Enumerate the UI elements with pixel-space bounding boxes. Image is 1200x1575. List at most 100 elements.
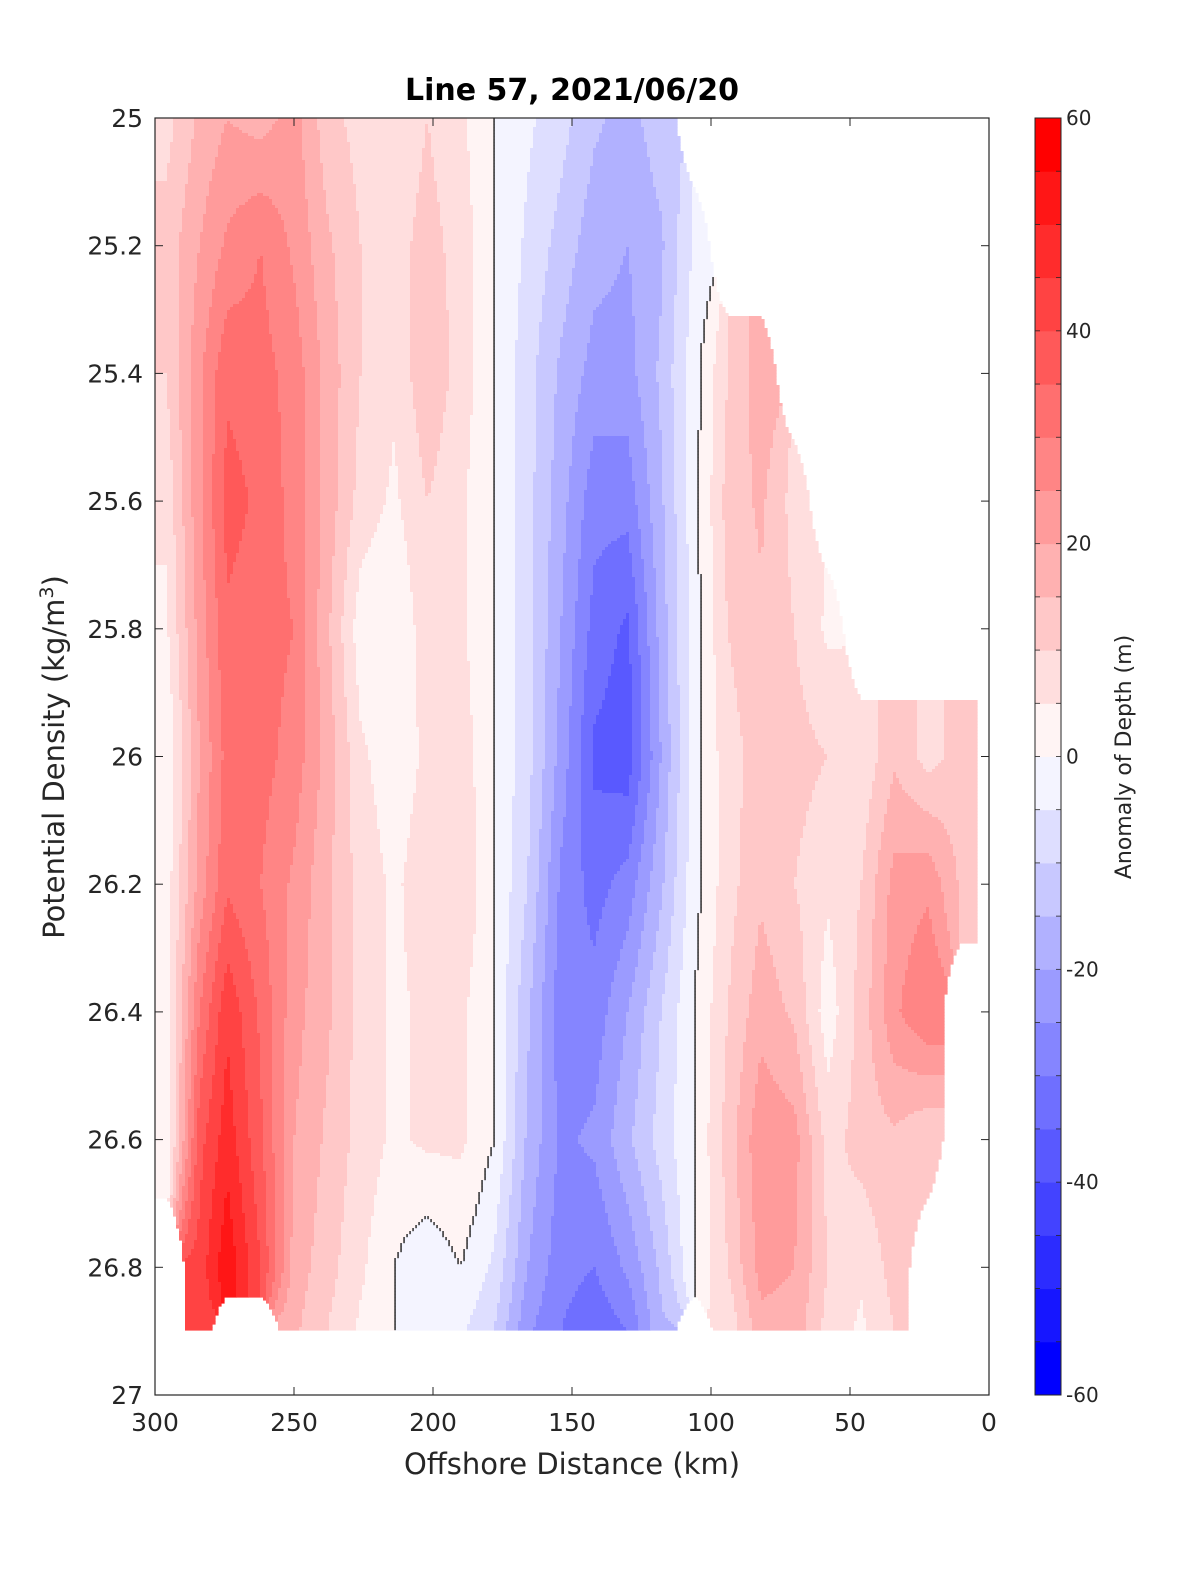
contour-band <box>275 352 303 356</box>
contour-band <box>674 298 690 302</box>
contour-band <box>536 439 555 443</box>
contour-band <box>275 367 306 371</box>
contour-band <box>473 334 495 338</box>
contour-band <box>710 475 726 479</box>
contour-band <box>305 379 321 383</box>
contour-band <box>674 337 687 341</box>
contour-band <box>557 376 582 380</box>
contour-band <box>473 289 495 293</box>
contour-band <box>752 469 768 473</box>
contour-band <box>584 496 636 500</box>
contour-band <box>569 139 600 143</box>
contour-band <box>389 484 399 488</box>
contour-band <box>494 172 528 176</box>
contour-band <box>650 166 681 170</box>
contour-band <box>698 478 711 482</box>
contour-band <box>470 169 495 173</box>
contour-band <box>770 457 789 461</box>
contour-band <box>584 208 660 212</box>
contour-band <box>701 373 714 377</box>
contour-band <box>659 427 675 431</box>
contour-band <box>710 295 720 299</box>
contour-band <box>539 328 564 332</box>
contour-band <box>680 190 693 194</box>
contour-band <box>518 283 546 287</box>
contour-band <box>692 256 711 260</box>
contour-band <box>191 139 222 143</box>
contour-band <box>302 157 321 161</box>
contour-band <box>410 328 450 332</box>
contour-band <box>302 139 321 143</box>
contour-band <box>215 415 282 419</box>
contour-band <box>704 337 717 341</box>
contour-band <box>515 346 540 350</box>
contour-band <box>356 451 393 455</box>
contour-band <box>701 415 714 419</box>
contour-band <box>719 316 729 320</box>
contour-band <box>173 490 183 494</box>
contour-band <box>554 448 573 452</box>
contour-band <box>692 259 711 263</box>
contour-band <box>650 157 684 161</box>
contour-band <box>710 496 723 500</box>
contour-band <box>554 226 582 230</box>
contour-band <box>191 355 204 359</box>
contour-band <box>467 481 495 485</box>
contour-band <box>338 493 354 497</box>
contour-band <box>701 352 717 356</box>
contour-band <box>272 346 303 350</box>
contour-band <box>581 391 639 395</box>
contour-band <box>686 340 705 344</box>
contour-band <box>179 346 192 350</box>
contour-band <box>749 358 774 362</box>
contour-band <box>713 409 726 413</box>
contour-band <box>278 376 306 380</box>
contour-band <box>155 289 180 293</box>
contour-band <box>647 481 663 485</box>
contour-band <box>212 487 225 491</box>
contour-band <box>752 481 768 485</box>
contour-band <box>662 484 675 488</box>
contour-band <box>179 232 201 236</box>
contour-band <box>284 220 309 224</box>
contour-band <box>302 136 321 140</box>
contour-band <box>338 424 360 428</box>
contour-band <box>539 340 561 344</box>
contour-band <box>701 361 717 365</box>
contour-band <box>677 253 693 257</box>
contour-band <box>263 256 291 260</box>
contour-band <box>590 340 636 344</box>
contour-band <box>296 301 318 305</box>
contour-band <box>290 250 312 254</box>
contour-band <box>287 244 312 248</box>
contour-band <box>197 265 219 269</box>
contour-band <box>662 472 675 476</box>
contour-band <box>440 217 474 221</box>
contour-band <box>635 487 651 491</box>
contour-band <box>440 448 471 452</box>
contour-band <box>749 418 777 422</box>
contour-band <box>392 463 396 467</box>
contour-band <box>551 478 570 482</box>
contour-band <box>671 370 687 374</box>
contour-band <box>191 160 216 164</box>
contour-band <box>272 127 303 131</box>
contour-band <box>710 490 723 494</box>
contour-band <box>212 484 225 488</box>
contour-band <box>629 448 648 452</box>
contour-band <box>536 391 558 395</box>
contour-band <box>542 310 567 314</box>
contour-band <box>728 397 750 401</box>
contour-band <box>686 376 702 380</box>
contour-band <box>554 412 576 416</box>
contour-band <box>698 496 711 500</box>
contour-band <box>188 169 213 173</box>
contour-band <box>386 487 399 491</box>
contour-band <box>338 310 363 314</box>
contour-band <box>554 433 576 437</box>
contour-band <box>713 415 726 419</box>
contour-band <box>212 457 225 461</box>
contour-band <box>260 256 264 260</box>
contour-band <box>155 253 180 257</box>
contour-band <box>179 376 192 380</box>
